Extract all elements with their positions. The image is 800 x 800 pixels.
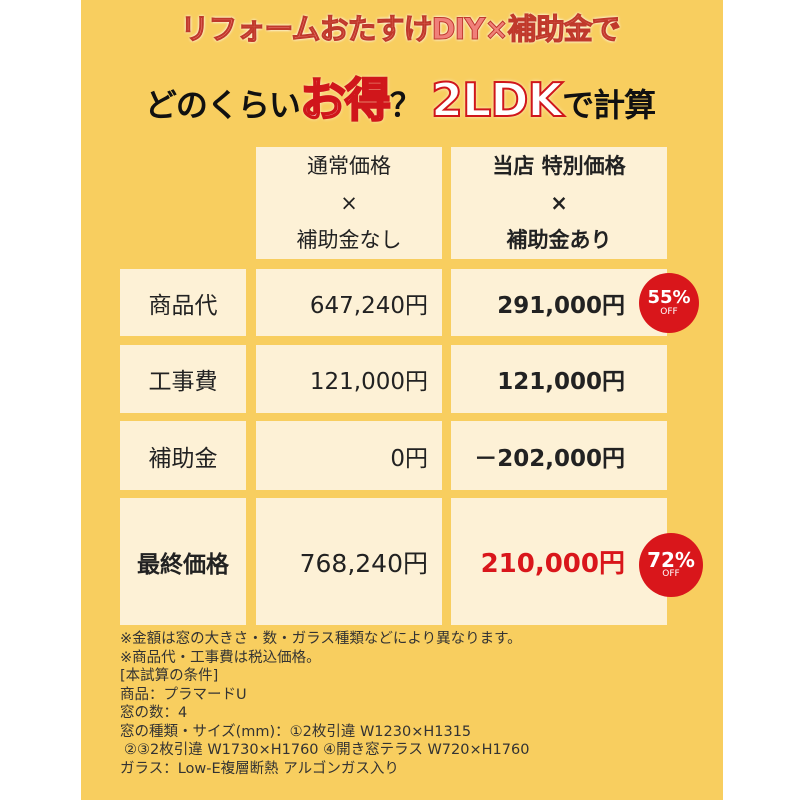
subheadline-a: どのくらい [144, 86, 301, 124]
header-special: 当店 特別価格 × 補助金あり [451, 147, 667, 259]
row-label: 工事費 [120, 345, 246, 413]
note-line: 窓の種類・サイズ(mm)：①2枚引違 W1230×H1315 [120, 723, 472, 740]
notes: ※金額は窓の大きさ・数・ガラス種類などにより異なります。 ※商品代・工事費は税込… [120, 630, 529, 778]
note-line: ガラス：Low-E複層断熱 アルゴンガス入り [120, 760, 399, 777]
note-line: ※金額は窓の大きさ・数・ガラス種類などにより異なります。 [120, 631, 522, 647]
note-line: ※商品代・工事費は税込価格。 [120, 649, 321, 666]
special-price: 291,000円 [451, 269, 667, 336]
normal-price: 647,240円 [256, 269, 442, 336]
discount-badge: 72% OFF [642, 536, 700, 594]
note-line: 窓の数：4 [120, 705, 188, 721]
header-line: 当店 特別価格 [492, 153, 626, 178]
note-line: ②③2枚引違 W1730×H1760 ④開き窓テラス W720×H1760 [124, 742, 530, 758]
headline: リフォームおたすけDIY×補助金で [180, 12, 621, 47]
final-special-price: 210,000円 [451, 498, 667, 625]
header-normal: 通常価格 × 補助金なし [256, 147, 442, 259]
header-line: 補助金あり [506, 227, 612, 252]
subheadline-2ldk: 2LDK [430, 72, 564, 128]
badge-value: 55% [647, 286, 691, 308]
row-label: 補助金 [120, 421, 246, 490]
note-line: 商品：プラマードU [120, 686, 247, 703]
header-line: × [340, 190, 358, 215]
discount-badge: 55% OFF [642, 276, 696, 330]
subheadline: どのくらいお得？ 2LDKで計算 [0, 64, 800, 130]
subheadline-otoku: お得 [299, 72, 392, 128]
row-label: 商品代 [120, 269, 246, 336]
header-line: 補助金なし [296, 227, 402, 252]
header-line: × [550, 190, 568, 215]
row-label: 最終価格 [120, 498, 246, 625]
normal-price: 121,000円 [256, 345, 442, 413]
badge-value: 72% [647, 547, 695, 572]
badge-off: OFF [660, 306, 678, 317]
normal-price: 0円 [256, 421, 442, 490]
special-price: －202,000円 [451, 421, 667, 490]
badge-off: OFF [662, 568, 680, 579]
special-price: 121,000円 [451, 345, 667, 413]
subheadline-q: ？ [389, 86, 431, 124]
normal-price: 768,240円 [256, 498, 442, 625]
note-line: [本試算の条件] [120, 668, 219, 684]
header-line: 通常価格 [307, 153, 391, 178]
subheadline-e: で計算 [562, 86, 656, 124]
